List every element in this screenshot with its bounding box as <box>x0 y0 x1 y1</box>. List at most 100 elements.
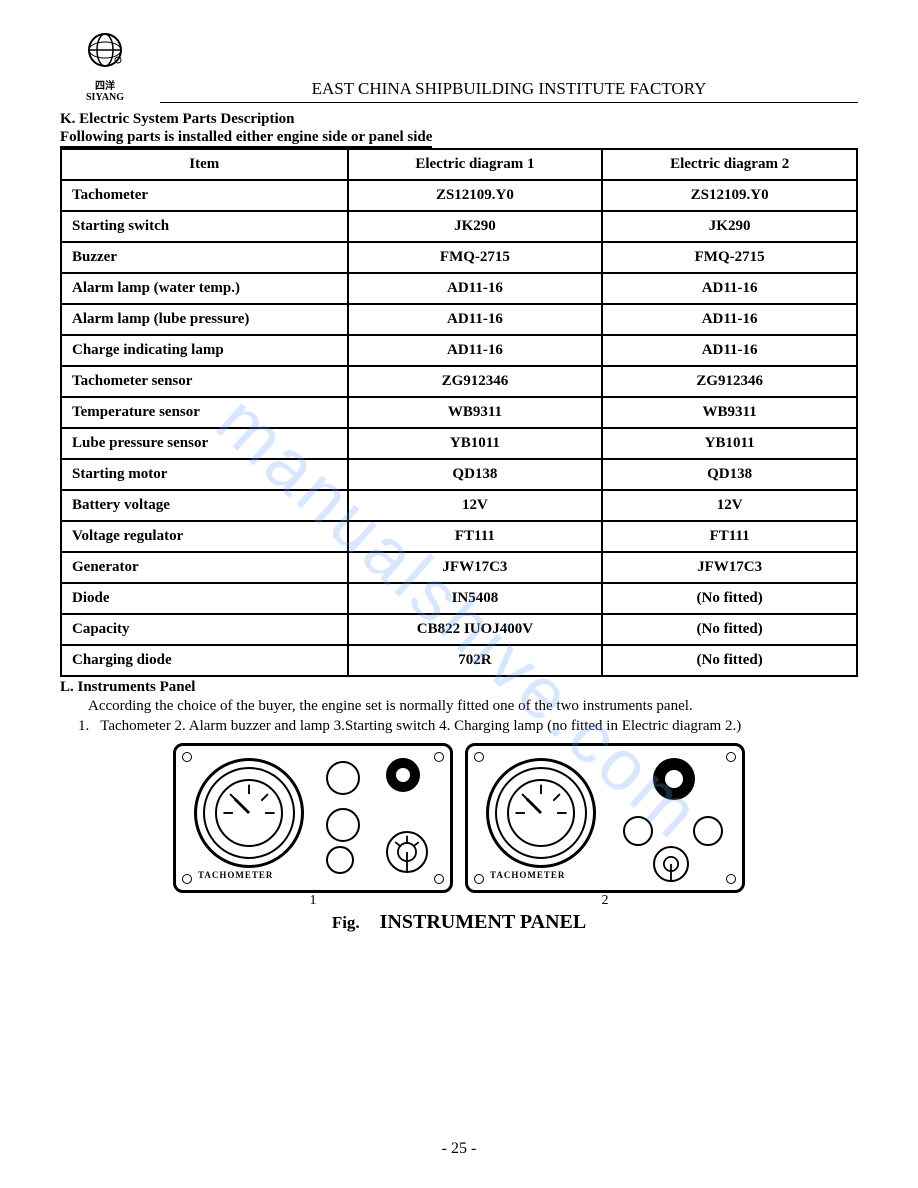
gauge-ticks-icon <box>197 761 301 865</box>
section-l: L. Instruments Panel According the choic… <box>60 679 858 737</box>
small-gauge-icon <box>623 816 653 846</box>
section-l-title: L. Instruments Panel <box>60 679 858 696</box>
th-item: Item <box>61 149 348 180</box>
section-l-list: 1. Tachometer 2. Alarm buzzer and lamp 3… <box>60 716 858 736</box>
list-item-text: Tachometer 2. Alarm buzzer and lamp 3.St… <box>100 718 741 734</box>
table-cell: IN5408 <box>348 583 603 614</box>
figure-caption: Fig. INSTRUMENT PANEL <box>60 911 858 934</box>
table-cell: ZS12109.Y0 <box>348 180 603 211</box>
table-cell: Starting motor <box>61 459 348 490</box>
switch-detail-icon <box>388 833 426 871</box>
table-cell: Alarm lamp (water temp.) <box>61 273 348 304</box>
table-cell: Lube pressure sensor <box>61 428 348 459</box>
small-gauge-icon <box>326 761 360 795</box>
switch-icon <box>386 831 428 873</box>
logo-block: 四洋 SIYANG <box>60 30 150 103</box>
table-row: Lube pressure sensorYB1011YB1011 <box>61 428 857 459</box>
table-cell: YB1011 <box>348 428 603 459</box>
table-row: BuzzerFMQ-2715FMQ-2715 <box>61 242 857 273</box>
table-row: Alarm lamp (water temp.)AD11-16AD11-16 <box>61 273 857 304</box>
table-cell: Generator <box>61 552 348 583</box>
table-row: Starting motorQD138QD138 <box>61 459 857 490</box>
table-cell: AD11-16 <box>348 304 603 335</box>
table-cell: JK290 <box>602 211 857 242</box>
table-cell: (No fitted) <box>602 645 857 676</box>
page-header: 四洋 SIYANG EAST CHINA SHIPBUILDING INSTIT… <box>60 30 858 103</box>
panel-1-wrapper: TACHOMETER 1 <box>173 743 453 909</box>
panel-figure-1: TACHOMETER <box>173 743 453 893</box>
screw-icon <box>182 874 192 884</box>
table-cell: 12V <box>348 490 603 521</box>
tachometer-label: TACHOMETER <box>198 870 273 880</box>
table-row: Alarm lamp (lube pressure)AD11-16AD11-16 <box>61 304 857 335</box>
figure-number-2: 2 <box>465 893 745 909</box>
switch-icon <box>653 846 689 882</box>
table-cell: WB9311 <box>602 397 857 428</box>
table-cell: JK290 <box>348 211 603 242</box>
table-cell: QD138 <box>602 459 857 490</box>
table-cell: ZS12109.Y0 <box>602 180 857 211</box>
table-row: Charge indicating lampAD11-16AD11-16 <box>61 335 857 366</box>
small-gauge-icon <box>326 808 360 842</box>
table-cell: (No fitted) <box>602 614 857 645</box>
table-cell: CB822 IUOJ400V <box>348 614 603 645</box>
table-cell: (No fitted) <box>602 583 857 614</box>
table-cell: Capacity <box>61 614 348 645</box>
logo-text-cn: 四洋 <box>60 77 150 92</box>
figure-number-1: 1 <box>173 893 453 909</box>
list-prefix: 1. <box>78 718 89 734</box>
table-cell: FT111 <box>602 521 857 552</box>
table-cell: Alarm lamp (lube pressure) <box>61 304 348 335</box>
table-cell: 12V <box>602 490 857 521</box>
switch-detail-icon <box>655 848 687 880</box>
table-cell: Diode <box>61 583 348 614</box>
tachometer-gauge <box>194 758 304 868</box>
table-row: Temperature sensorWB9311WB9311 <box>61 397 857 428</box>
table-row: CapacityCB822 IUOJ400V(No fitted) <box>61 614 857 645</box>
table-cell: YB1011 <box>602 428 857 459</box>
lamp-icon <box>386 758 420 792</box>
tachometer-label: TACHOMETER <box>490 870 565 880</box>
table-row: Battery voltage12V12V <box>61 490 857 521</box>
table-cell: AD11-16 <box>602 273 857 304</box>
table-cell: Buzzer <box>61 242 348 273</box>
fig-caption-text: INSTRUMENT PANEL <box>380 911 587 933</box>
panel-2-wrapper: TACHOMETER 2 <box>465 743 745 909</box>
table-cell: AD11-16 <box>348 335 603 366</box>
table-row: Starting switchJK290JK290 <box>61 211 857 242</box>
table-header-row: Item Electric diagram 1 Electric diagram… <box>61 149 857 180</box>
screw-icon <box>434 752 444 762</box>
table-cell: JFW17C3 <box>602 552 857 583</box>
table-cell: Temperature sensor <box>61 397 348 428</box>
section-l-paragraph: According the choice of the buyer, the e… <box>60 696 858 716</box>
globe-icon <box>85 30 125 70</box>
tachometer-gauge <box>486 758 596 868</box>
table-cell: QD138 <box>348 459 603 490</box>
small-gauge-icon <box>693 816 723 846</box>
lamp-center <box>396 768 410 782</box>
table-row: GeneratorJFW17C3JFW17C3 <box>61 552 857 583</box>
panel-figure-2: TACHOMETER <box>465 743 745 893</box>
fig-prefix: Fig. <box>332 913 360 932</box>
screw-icon <box>726 874 736 884</box>
parts-table: Item Electric diagram 1 Electric diagram… <box>60 148 858 677</box>
section-k-title: K. Electric System Parts Description <box>60 111 858 128</box>
table-row: Voltage regulatorFT111FT111 <box>61 521 857 552</box>
table-cell: JFW17C3 <box>348 552 603 583</box>
panel-figures: TACHOMETER 1 <box>60 743 858 909</box>
th-diagram2: Electric diagram 2 <box>602 149 857 180</box>
screw-icon <box>474 874 484 884</box>
lamp-center <box>665 770 683 788</box>
table-cell: WB9311 <box>348 397 603 428</box>
screw-icon <box>182 752 192 762</box>
table-cell: AD11-16 <box>602 304 857 335</box>
screw-icon <box>726 752 736 762</box>
table-cell: Battery voltage <box>61 490 348 521</box>
table-cell: FMQ-2715 <box>348 242 603 273</box>
table-row: TachometerZS12109.Y0ZS12109.Y0 <box>61 180 857 211</box>
table-cell: AD11-16 <box>348 273 603 304</box>
table-cell: Tachometer sensor <box>61 366 348 397</box>
section-k-subtitle: Following parts is installed either engi… <box>60 129 432 148</box>
screw-icon <box>434 874 444 884</box>
table-row: Tachometer sensorZG912346ZG912346 <box>61 366 857 397</box>
